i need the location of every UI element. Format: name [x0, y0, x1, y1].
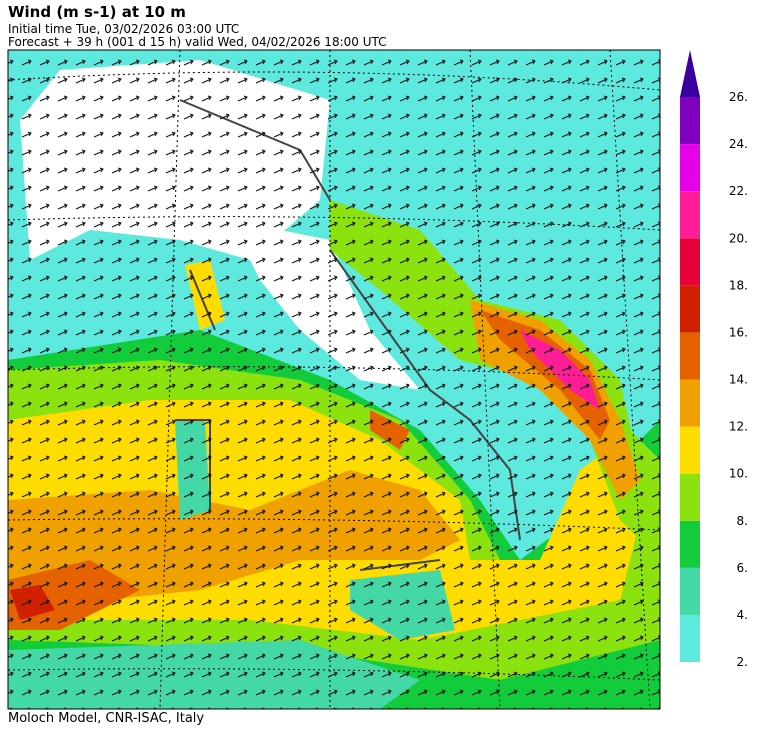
colorbar-label: 24. — [729, 137, 748, 151]
colorbar-label: 12. — [729, 420, 748, 434]
colorbar-label: 18. — [729, 278, 748, 292]
map — [8, 50, 660, 709]
colorbar-label: 20. — [729, 231, 748, 245]
colorbar-extend — [680, 50, 700, 97]
colorbar-segment — [680, 97, 700, 145]
colorbar-segment — [680, 191, 700, 239]
footer: Moloch Model, CNR-ISAC, Italy — [8, 711, 204, 726]
colorbar-label: 2. — [737, 655, 748, 669]
colorbar-label: 10. — [729, 467, 748, 481]
colorbar-segment — [680, 426, 700, 474]
colorbar-label: 6. — [737, 561, 748, 575]
colorbar-segment — [680, 520, 700, 568]
colorbar-segment — [680, 238, 700, 286]
colorbar-label: 22. — [729, 184, 748, 198]
colorbar-segment — [680, 144, 700, 192]
colorbar-label: 8. — [737, 514, 748, 528]
forecast-time: Forecast + 39 h (001 d 15 h) valid Wed, … — [8, 35, 387, 49]
colorbar-label: 14. — [729, 373, 748, 387]
colorbar-segment — [680, 332, 700, 380]
map-frame — [7, 49, 661, 710]
colorbar-segment — [680, 473, 700, 521]
colorbar-label: 16. — [729, 325, 748, 339]
colorbar: 2. 4. 6. 8. 10. 12. 14. 16. 18. 20. 22. 24. 26. — [680, 50, 748, 669]
title: Wind (m s-1) at 10 m — [8, 3, 186, 21]
colorbar-segment — [680, 379, 700, 427]
initial-time: Initial time Tue, 03/02/2026 03:00 UTC — [8, 22, 239, 36]
colorbar-segment — [680, 285, 700, 333]
colorbar-segment — [680, 567, 700, 615]
colorbar-label: 26. — [729, 90, 748, 104]
colorbar-label: 4. — [737, 608, 748, 622]
colorbar-segment — [680, 614, 700, 662]
